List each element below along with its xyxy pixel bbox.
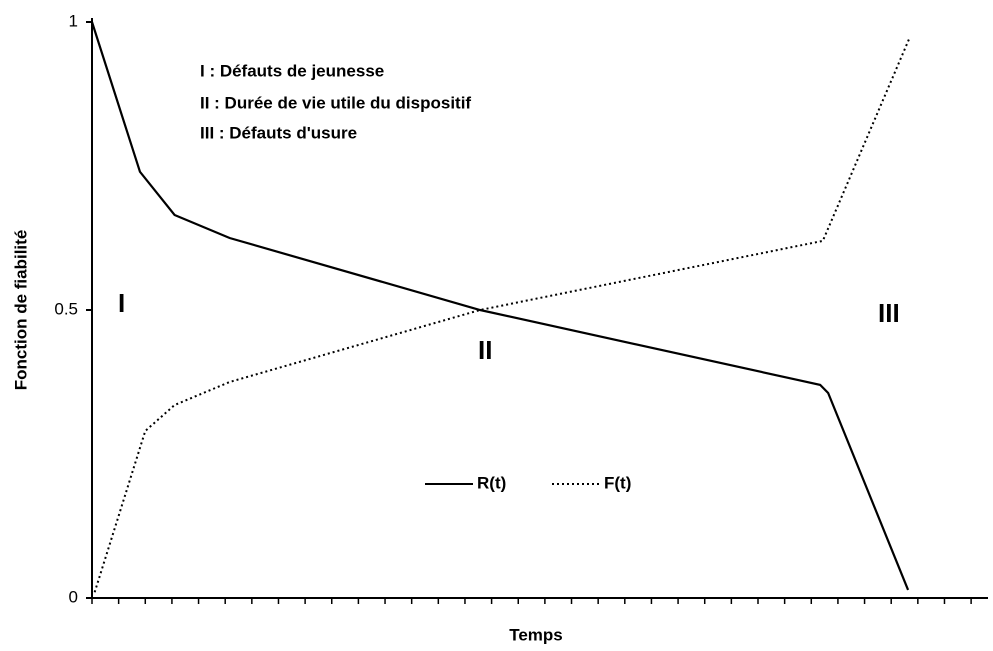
annotation: I : Défauts de jeunesse: [200, 61, 384, 80]
legend-label: R(t): [477, 473, 506, 492]
y-axis-label: Fonction de fiabilité: [11, 230, 30, 391]
region-label: II: [478, 335, 492, 365]
y-tick-label: 0: [69, 587, 78, 606]
series-line: [90, 21, 910, 591]
region-label: III: [878, 298, 900, 328]
y-tick-label: 0.5: [54, 299, 78, 318]
region-label: I: [118, 288, 125, 318]
legend-label: F(t): [604, 473, 631, 492]
y-tick-label: 1: [69, 11, 78, 30]
x-axis-label: Temps: [509, 625, 563, 644]
annotation: III : Défauts d'usure: [200, 123, 357, 142]
annotation: II : Durée de vie utile du dispositif: [200, 93, 471, 112]
